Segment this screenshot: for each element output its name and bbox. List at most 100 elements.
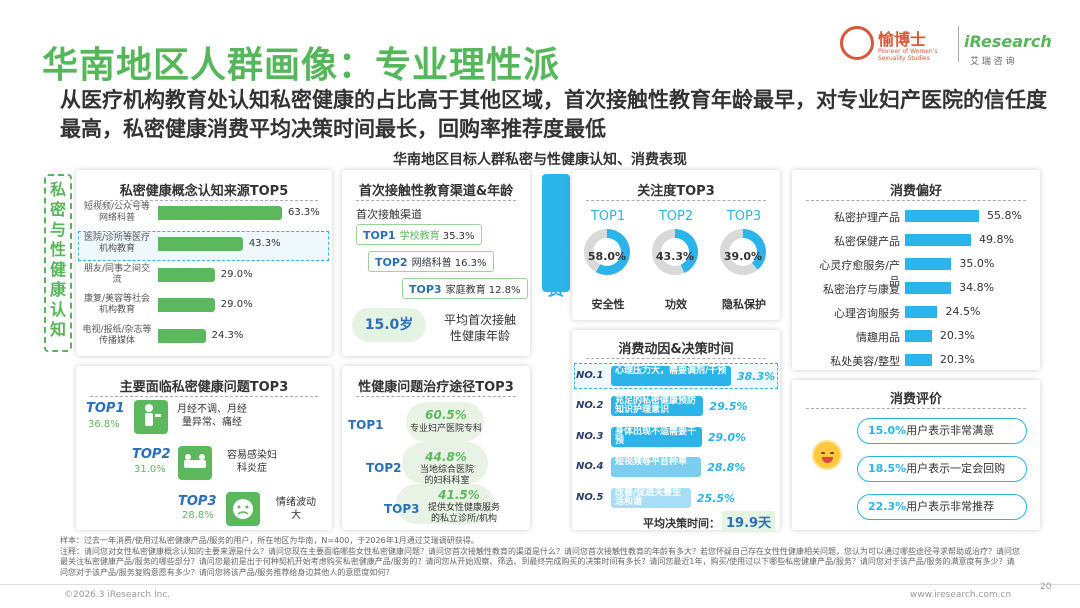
preference-bar — [905, 354, 932, 366]
attention-rank: TOP1 — [590, 209, 626, 224]
motive-value: 38.3% — [737, 370, 776, 383]
treatment-title: 性健康问题治疗途径TOP3 — [358, 380, 514, 395]
attention-rank: TOP2 — [658, 209, 694, 224]
preference-bar — [905, 306, 938, 318]
preference-value: 20.3% — [939, 329, 975, 342]
motive-bar: 改善/促进夫妻生活和谐 — [611, 488, 691, 508]
attention-title: 关注度TOP3 — [637, 184, 715, 199]
source-label: 朋友/同事之间交流 — [83, 264, 151, 285]
avg-decision-label: 平均决策时间： — [643, 517, 720, 530]
problem-value-3: 28.8% — [182, 510, 214, 521]
source-value: 29.0% — [220, 269, 253, 280]
problem-rank-1: TOP1 — [86, 401, 125, 416]
footer-url: www.iresearch.com.cn — [910, 590, 1012, 600]
iresearch-logo-cn: 艾 瑞 咨 询 — [970, 57, 1015, 67]
avg-age-pill: 15.0岁 — [352, 308, 426, 342]
motive-rank: NO.2 — [576, 400, 604, 411]
channel-tag-3: TOP3 家庭教育 12.8% — [402, 278, 528, 299]
source-bar — [158, 329, 206, 343]
source-bar — [158, 298, 215, 312]
treatment-rank-1: TOP1 — [348, 418, 384, 432]
treatment-value-3: 41.5% — [438, 488, 480, 502]
page-subtitle: 从医疗机构教育处认知私密健康的占比高于其他区域，首次接触性教育年龄最早，对专业妇… — [60, 88, 1047, 141]
divider — [586, 358, 766, 359]
preference-bar — [905, 282, 952, 294]
preference-value: 20.3% — [939, 353, 975, 366]
divider — [806, 200, 1026, 201]
preference-value: 35.0% — [959, 257, 995, 270]
page-title: 华南地区人群画像：专业理性派 — [42, 45, 561, 86]
channel-label: 首次接触渠道 — [356, 208, 422, 221]
problem-value-1: 36.8% — [88, 419, 120, 430]
source-value: 29.0% — [220, 299, 253, 310]
divider — [90, 200, 318, 201]
logo-divider — [958, 26, 959, 62]
attention-value: 39.0% — [723, 250, 763, 263]
problems-card: 主要面临私密健康问题TOP3 — [76, 366, 332, 530]
divider — [806, 408, 1026, 409]
attention-rank: TOP3 — [726, 209, 762, 224]
infection-icon — [178, 446, 212, 480]
attention-value: 58.0% — [587, 250, 627, 263]
first-edu-title: 首次接触性教育渠道&年龄 — [358, 184, 514, 199]
sources-title: 私密健康概念认知来源TOP5 — [119, 184, 289, 199]
preference-label: 私密护理产品 — [834, 211, 900, 224]
mood-face-icon — [226, 492, 260, 526]
treatment-text-3: 提供女性健康服务的私立诊所/机构 — [427, 503, 500, 524]
yuboshi-logo-tagline: Pioneer of Women's Sexuality Studies — [878, 48, 938, 62]
problem-rank-3: TOP3 — [178, 494, 217, 509]
preference-label: 心灵疗愈服务/产品 — [819, 259, 900, 288]
motive-title: 消费动因&决策时间 — [618, 342, 734, 357]
preference-value: 34.8% — [959, 281, 995, 294]
channel-tag-2: TOP2 网络科普 16.3% — [368, 251, 494, 272]
motive-value: 29.5% — [709, 400, 748, 413]
notes: 样本：过去一年消费/使用过私密健康产品/服务的用户，所在地区为华南，N=400，… — [60, 536, 1020, 578]
avg-age-label: 平均首次接触性健康年龄 — [444, 313, 517, 343]
footer-copyright: ©2026.3 iResearch Inc. — [64, 590, 171, 600]
motive-value: 28.8% — [707, 461, 746, 474]
preference-value: 24.5% — [945, 305, 981, 318]
preference-bar — [905, 234, 972, 246]
attention-value: 43.3% — [655, 250, 695, 263]
treatment-text-1: 专业妇产医院专科 — [409, 424, 482, 434]
source-bar — [158, 237, 243, 251]
motive-bar: 短视频等平台种草 — [611, 457, 702, 477]
attention-label: 隐私保护 — [722, 298, 766, 311]
pain-person-icon — [134, 400, 168, 434]
source-value: 63.3% — [288, 207, 320, 218]
divider — [90, 396, 318, 397]
avg-decision-value: 19.9天 — [722, 511, 776, 532]
source-label: 短视频/公众号等网络科普 — [83, 202, 151, 223]
yuboshi-logo-name: 愉博士 — [878, 30, 927, 49]
brand-logos: 愉博士 Pioneer of Women's Sexuality Studies… — [840, 20, 1060, 76]
treatment-rank-2: TOP2 — [366, 461, 402, 475]
footer-divider — [0, 584, 1080, 585]
problem-text-3: 情绪波动大 — [276, 497, 316, 521]
eval-item-2: 18.5%用户表示一定会回购 — [857, 456, 1027, 482]
source-bar — [158, 268, 215, 282]
source-label: 医院/诊所等医疗机构教育 — [83, 233, 151, 254]
motive-bar: 身体出现不适需要干预 — [611, 427, 702, 447]
problem-rank-2: TOP2 — [132, 447, 171, 462]
eval-item-1: 15.0%用户表示非常满意 — [857, 418, 1027, 444]
source-label: 康复/美容等社会机构教育 — [83, 294, 151, 315]
preference-value: 55.8% — [987, 209, 1022, 222]
source-label: 电视/报纸/杂志等传播媒体 — [82, 325, 152, 346]
evaluation-title: 消费评价 — [889, 392, 942, 407]
treatment-circles-icon — [396, 402, 494, 524]
motive-bar: 心理压力大，需要调剂/干预 — [611, 366, 731, 386]
treatment-rank-3: TOP3 — [384, 502, 420, 516]
yuboshi-logo-icon — [840, 26, 874, 60]
motive-value: 29.0% — [707, 431, 747, 444]
preference-title: 消费偏好 — [889, 184, 942, 199]
chart-title: 华南地区目标人群私密与性健康认知、消费表现 — [393, 152, 687, 168]
motive-rank: NO.5 — [576, 492, 604, 503]
channel-tag-1: TOP1 学校教育 35.3% — [356, 224, 482, 245]
question-note: 注释：请问您对女性私密健康概念认知的主要来源是什么？请问您现在主要面临哪些女性私… — [60, 546, 1020, 577]
problem-text-1: 月经不调、月经量异常、痛经 — [177, 404, 247, 428]
eval-item-3: 22.3%用户表示非常推荐 — [857, 494, 1027, 520]
preference-bar — [905, 210, 979, 222]
preference-value: 49.8% — [979, 233, 1014, 246]
divider — [356, 200, 516, 201]
preference-label: 私处美容/整型 — [830, 355, 900, 368]
